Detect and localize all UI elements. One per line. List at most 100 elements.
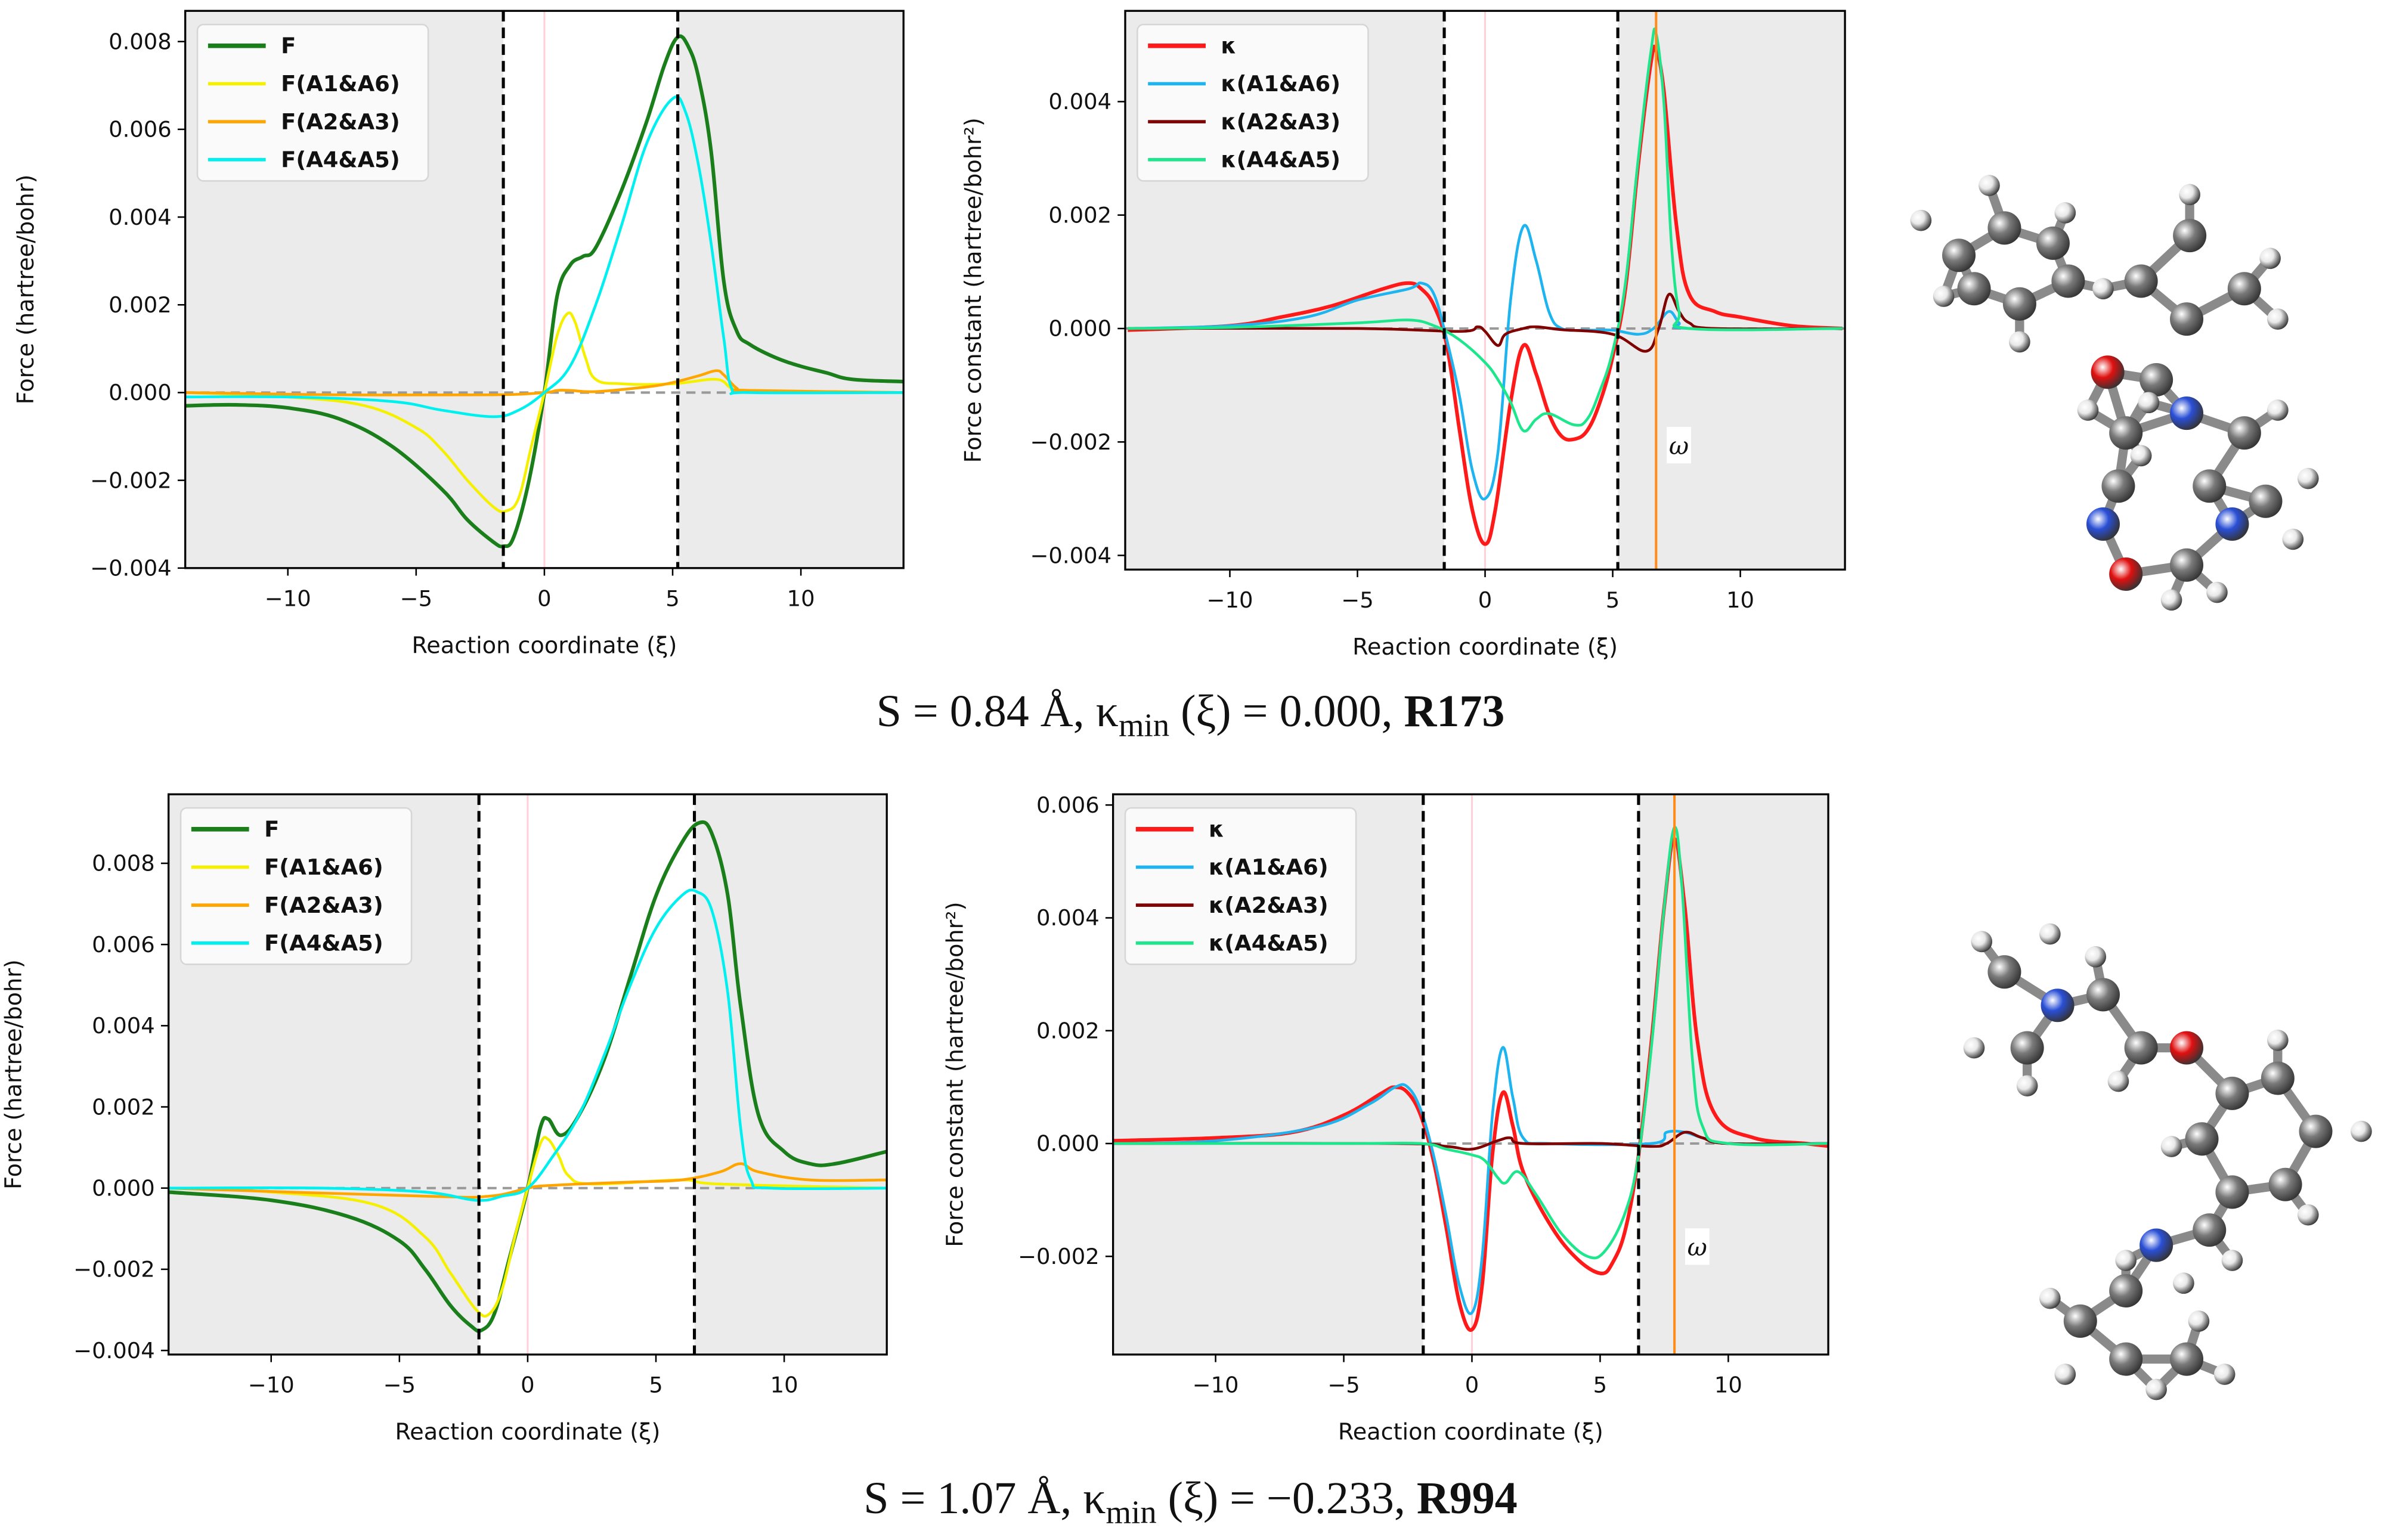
carbon-atom: [2124, 1031, 2158, 1065]
hydrogen-atom: [2085, 946, 2107, 968]
carbon-atom: [2215, 1076, 2249, 1110]
caption-prefix: S = 0.84 Å, κ: [876, 686, 1119, 736]
oxygen-atom: [2109, 557, 2143, 591]
carbon-atom: [2109, 1342, 2143, 1376]
series-line-F(A4&A5): [185, 95, 904, 419]
legend-label: F(A4&A5): [281, 147, 400, 173]
carbon-atom: [1987, 211, 2021, 245]
x-tick-label: 10: [1714, 1372, 1742, 1398]
hydrogen-atom: [2115, 1250, 2137, 1271]
nitrogen-atom: [2140, 1228, 2173, 1262]
y-tick-label: 0.000: [109, 380, 172, 405]
x-tick-label: 10: [1726, 587, 1754, 613]
reaction-region: [503, 11, 678, 568]
carbon-atom: [2185, 1122, 2219, 1156]
x-axis-label: Reaction coordinate (ξ): [1338, 1420, 1603, 1446]
carbon-atom: [2101, 469, 2135, 503]
hydrogen-atom: [2009, 331, 2030, 353]
x-tick-label: 5: [649, 1372, 662, 1398]
hydrogen-atom: [2259, 247, 2281, 269]
series-line-F: [185, 34, 904, 549]
y-tick-label: 0.000: [1048, 316, 1111, 342]
legend-label: F(A1&A6): [264, 854, 383, 880]
omega-label: ω: [1669, 432, 1689, 460]
x-tick-label: 5: [1606, 587, 1620, 613]
carbon-atom: [2170, 548, 2204, 582]
x-axis-label: Reaction coordinate (ξ): [1352, 634, 1618, 661]
hydrogen-atom: [1971, 931, 1993, 953]
y-tick-label: 0.004: [109, 204, 172, 230]
carbon-atom: [2268, 1167, 2302, 1201]
nitrogen-atom: [2041, 989, 2075, 1022]
caption-reaction-id: R994: [1416, 1473, 1518, 1523]
x-tick-label: 0: [521, 1372, 534, 1398]
oxygen-atom: [2091, 355, 2125, 389]
carbon-atom: [2010, 1031, 2044, 1065]
legend-label: κ(A4&A5): [1221, 147, 1340, 173]
y-tick-label: −0.002: [73, 1257, 155, 1282]
y-tick-label: −0.004: [73, 1338, 155, 1364]
nitrogen-atom: [2086, 507, 2120, 541]
carbon-atom: [2170, 302, 2204, 336]
y-axis-label: Force constant (hartree/bohr²): [961, 117, 987, 463]
hydrogen-atom: [2130, 445, 2152, 467]
y-axis-label: Force (hartree/bohr): [13, 175, 39, 405]
y-tick-label: −0.002: [90, 467, 172, 493]
legend-label: F(A2&A3): [281, 109, 400, 135]
caption-r173: S = 0.84 Å, κmin (ξ) = 0.000, R173: [0, 686, 2381, 741]
hydrogen-atom: [2039, 1287, 2061, 1309]
hydrogen-atom: [2160, 1136, 2182, 1157]
hydrogen-atom: [2297, 1204, 2319, 1226]
x-tick-label: 0: [537, 585, 551, 611]
carbon-atom: [2249, 484, 2283, 518]
carbon-atom: [2170, 1342, 2204, 1376]
y-tick-label: 0.002: [92, 1094, 155, 1120]
y-tick-label: −0.002: [1030, 429, 1111, 455]
x-axis-label: Reaction coordinate (ξ): [411, 633, 677, 659]
y-tick-label: 0.004: [1048, 89, 1111, 114]
legend-box: [1137, 23, 1369, 182]
series-line-F(A4&A5): [168, 888, 887, 1202]
hydrogen-atom: [2016, 1075, 2038, 1097]
legend: κ κ(A1&A6) κ(A2&A3) κ(A4&A5): [1124, 807, 1357, 965]
y-tick-label: 0.000: [92, 1175, 155, 1201]
legend-label: κ: [1221, 33, 1236, 59]
hydrogen-atom: [2054, 202, 2076, 224]
hydrogen-atom: [2160, 589, 2182, 611]
carbon-atom: [2051, 264, 2085, 298]
carbon-atom: [2193, 1213, 2227, 1247]
hydrogen-atom: [2054, 1364, 2076, 1385]
caption-reaction-id: R173: [1404, 686, 1505, 736]
carbon-atom: [2109, 416, 2143, 450]
series-line-κ(A2&A3): [1128, 293, 1843, 353]
series-line-κ(A4&A5): [1128, 27, 1843, 433]
x-tick-label: 10: [787, 585, 815, 611]
series-group: [168, 820, 887, 1333]
hydrogen-atom: [2297, 467, 2319, 489]
series-line-κ(A4&A5): [1113, 826, 1829, 1260]
carbon-atom: [2124, 264, 2158, 298]
omega-label-bg: [1667, 427, 1691, 464]
series-group: [1128, 27, 1843, 546]
legend: F F(A1&A6) F(A2&A3) F(A4&A5): [196, 23, 429, 182]
omega-label: ω: [1688, 1233, 1707, 1262]
carbon-atom: [2173, 219, 2207, 253]
hydrogen-atom: [2267, 308, 2289, 330]
y-tick-label: −0.004: [90, 556, 172, 581]
carbon-atom: [2227, 416, 2261, 450]
y-tick-label: 0.004: [92, 1013, 155, 1039]
y-tick-label: 0.006: [1036, 792, 1100, 818]
plot-frame: [1111, 793, 1829, 1356]
caption-prefix: S = 1.07 Å, κ: [863, 1473, 1106, 1523]
caption-middle: (ξ) = 0.000,: [1169, 686, 1404, 736]
legend-label: κ(A1&A6): [1209, 854, 1329, 880]
panel-force-constant-r173: ω −10 −5 0 5 10 0.004 0.002 0.000 −0.002 −0.004 Rea…: [961, 10, 1846, 661]
y-tick-label: 0.008: [92, 851, 155, 876]
reaction-region: [1444, 11, 1618, 570]
molecule-r173: [1910, 175, 2319, 611]
y-axis-label: Force constant (hartree/bohr²): [943, 901, 969, 1247]
carbon-atom: [2002, 287, 2036, 321]
series-line-F(A1&A6): [185, 311, 904, 513]
series-line-κ(A1&A6): [1113, 1046, 1829, 1315]
